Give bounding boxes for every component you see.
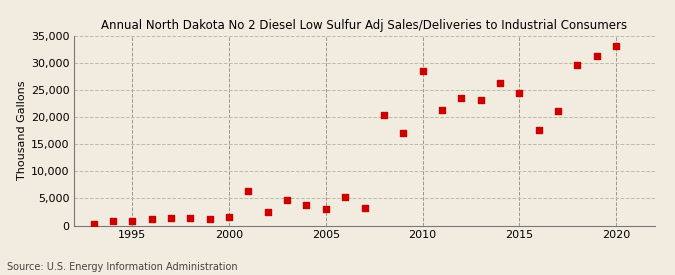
Point xyxy=(533,127,544,132)
Point xyxy=(398,131,408,136)
Point xyxy=(495,81,506,85)
Point xyxy=(205,217,215,221)
Point xyxy=(611,43,622,48)
Point xyxy=(379,113,389,117)
Point xyxy=(417,69,428,73)
Point xyxy=(475,98,486,102)
Point xyxy=(185,216,196,221)
Point xyxy=(340,195,350,199)
Point xyxy=(281,198,292,202)
Point xyxy=(263,210,273,214)
Point xyxy=(301,203,312,208)
Point xyxy=(437,108,448,112)
Point xyxy=(223,214,234,219)
Point xyxy=(456,96,466,100)
Point xyxy=(359,206,370,210)
Point xyxy=(514,91,524,95)
Point xyxy=(553,109,564,113)
Point xyxy=(243,189,254,194)
Point xyxy=(591,54,602,59)
Title: Annual North Dakota No 2 Diesel Low Sulfur Adj Sales/Deliveries to Industrial Co: Annual North Dakota No 2 Diesel Low Sulf… xyxy=(101,19,628,32)
Point xyxy=(146,217,157,221)
Y-axis label: Thousand Gallons: Thousand Gallons xyxy=(17,81,26,180)
Point xyxy=(572,63,583,67)
Point xyxy=(165,216,176,221)
Point xyxy=(107,218,118,223)
Point xyxy=(88,222,99,226)
Point xyxy=(127,219,138,223)
Point xyxy=(321,207,331,211)
Text: Source: U.S. Energy Information Administration: Source: U.S. Energy Information Administ… xyxy=(7,262,238,272)
